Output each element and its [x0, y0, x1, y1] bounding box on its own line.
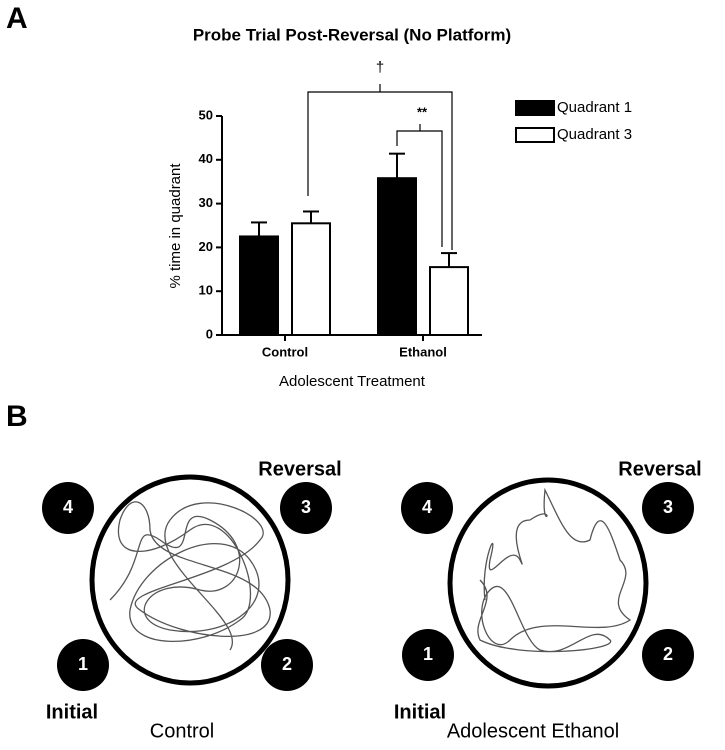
quadrant-number: 4: [422, 497, 432, 517]
annotation: **: [417, 104, 428, 119]
swim-path: [109, 501, 271, 651]
quadrant-number: 3: [663, 497, 673, 517]
x-tick-label: Ethanol: [399, 344, 447, 359]
bar: [291, 222, 331, 336]
pool: [447, 477, 649, 689]
quadrant-marker: [401, 482, 453, 534]
quadrant-marker: [402, 629, 454, 681]
quadrant-marker: [642, 629, 694, 681]
pool: [89, 474, 291, 686]
quadrant-marker: [42, 482, 94, 534]
y-tick-label: 40: [199, 151, 213, 166]
quadrant-number: 2: [282, 654, 292, 674]
reversal-label: Reversal: [258, 458, 341, 480]
bar: [239, 235, 279, 336]
y-tick-label: 20: [199, 239, 213, 254]
initial-label: Initial: [46, 701, 98, 723]
reversal-label: Reversal: [618, 458, 701, 480]
annotation: †: [376, 59, 384, 76]
legend-label: Quadrant 3: [557, 126, 632, 143]
x-axis-label: Adolescent Treatment: [279, 373, 426, 390]
x-tick-label: Control: [262, 344, 308, 359]
quadrant-marker: [280, 482, 332, 534]
legend-label: Quadrant 1: [557, 99, 632, 116]
quadrant-number: 2: [663, 644, 673, 664]
quadrant-number: 4: [63, 497, 73, 517]
y-tick-label: 50: [199, 107, 213, 122]
bar: [377, 177, 417, 336]
initial-label: Initial: [394, 701, 446, 723]
quadrant-number: 1: [78, 654, 88, 674]
quadrant-marker: [261, 639, 313, 691]
panel-label: B: [6, 400, 28, 433]
y-axis-label: % time in quadrant: [167, 163, 184, 289]
quadrant-marker: [642, 482, 694, 534]
bar: [429, 266, 469, 336]
quadrant-marker: [57, 639, 109, 691]
swim-path: [477, 487, 632, 653]
y-tick-label: 30: [199, 195, 213, 210]
y-tick-label: 10: [199, 283, 213, 298]
chart-title: Probe Trial Post-Reversal (No Platform): [193, 25, 511, 44]
legend-swatch: [515, 127, 555, 143]
legend-swatch: [515, 100, 555, 116]
maze-caption: Control: [150, 720, 214, 742]
y-tick-label: 0: [206, 326, 213, 341]
panel-label: A: [6, 2, 28, 35]
maze-caption: Adolescent Ethanol: [447, 720, 619, 742]
quadrant-number: 3: [301, 497, 311, 517]
quadrant-number: 1: [423, 644, 433, 664]
